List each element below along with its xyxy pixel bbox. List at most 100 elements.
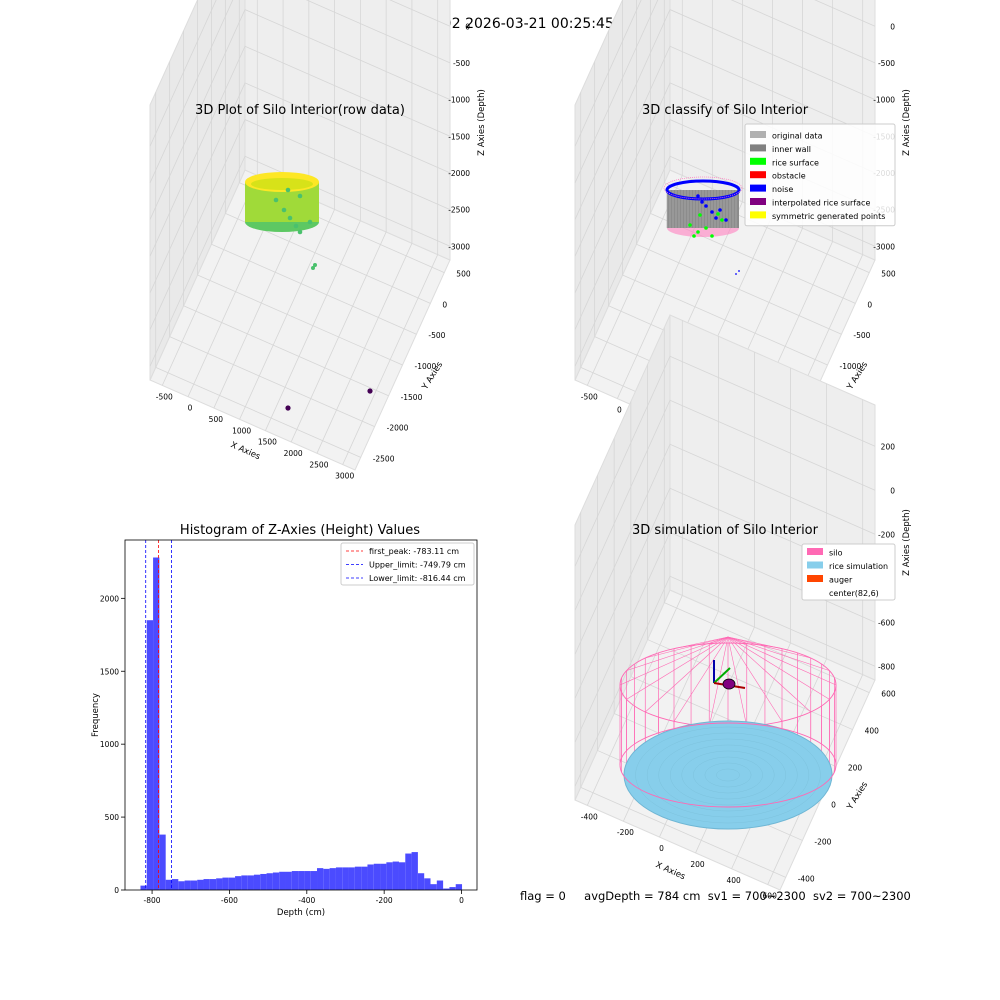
hist-bar	[424, 878, 431, 890]
p1-point	[273, 197, 279, 203]
p1-point	[313, 263, 317, 267]
p4-xtick-label: 200	[690, 860, 705, 869]
hist-bar	[443, 888, 450, 890]
p2-legend-swatch	[750, 157, 766, 165]
hist-bar	[235, 876, 242, 890]
hist-bar	[348, 867, 355, 890]
p2-ygrid	[622, 274, 828, 366]
hist-xtick-label: -800	[144, 896, 161, 905]
p2-noise-point	[735, 273, 737, 275]
p2-zgrid	[574, 0, 876, 147]
hist-bar	[159, 834, 166, 890]
p2-rice-point	[688, 223, 692, 227]
p1-ztick-label: -1000	[448, 96, 470, 105]
p4-xtick-label: -200	[617, 828, 634, 837]
hist-bar	[247, 875, 254, 890]
p4-xtick-label: 400	[726, 876, 741, 885]
p2-noise-point	[718, 208, 722, 212]
hist-bar	[455, 884, 463, 890]
p2-noise-point	[710, 210, 714, 214]
p1-xtick-label: 500	[209, 415, 224, 424]
p2-noise-point	[724, 218, 728, 222]
p2-zlabel: Z Axies (Depth)	[902, 89, 912, 156]
p4-silo-roof-wire	[645, 636, 729, 659]
p4-xtick-label: 0	[659, 844, 664, 853]
p4-legend-swatch	[807, 561, 823, 569]
hist-bar	[449, 887, 456, 890]
hist-bar	[197, 879, 204, 890]
p4-rice-grid	[646, 732, 810, 818]
hist-bar	[153, 557, 160, 890]
p1-zgrid	[149, 82, 451, 294]
p2-legend-swatch	[750, 171, 766, 179]
hist-bar	[329, 868, 336, 890]
p2-noise-point	[714, 216, 718, 220]
p4-silo-roof-wire	[626, 636, 729, 671]
hist-legend-label: first_peak: -783.11 cm	[369, 547, 459, 556]
hist-axes-frame	[124, 539, 478, 891]
hist-bar	[140, 885, 147, 890]
stats-line: flag = 0 avgDepth = 784 cm sv1 = 700~230…	[520, 889, 911, 903]
p4-ytick-label: -200	[814, 837, 831, 846]
p2-ytick-label: 0	[867, 300, 872, 309]
p4-silo-roof-wire	[708, 636, 729, 727]
hist-bar	[253, 874, 261, 890]
p1-zlabel: Z Axies (Depth)	[477, 89, 487, 156]
hist-bar	[430, 884, 437, 890]
p2-rice-point	[716, 212, 720, 216]
p4-ygrid	[664, 602, 870, 693]
hist-bar	[266, 873, 273, 890]
p2-symmetric-ring-top	[663, 176, 743, 200]
p4-legend	[801, 543, 896, 601]
hist-bar	[279, 871, 286, 890]
p2-rice-point	[692, 234, 696, 238]
p1-ztick-label: 0	[465, 22, 470, 31]
p1-ytick-label: -2000	[387, 424, 409, 433]
p1-zgrid	[149, 45, 451, 257]
p2-zgrid	[574, 0, 876, 184]
p4-ygrid	[647, 639, 853, 730]
p2-noise-point	[704, 204, 708, 208]
hist-bar	[298, 871, 305, 890]
hist-ytick-label: 0	[114, 886, 119, 895]
p1-xtick-label: 0	[188, 404, 193, 413]
hist-bar	[354, 866, 362, 890]
p4-ztick-label: -200	[878, 530, 895, 539]
p4-xlabel: X Axies	[654, 860, 687, 882]
hist-bar	[272, 872, 280, 890]
hist-bar	[342, 867, 349, 890]
p4-legend-label: center(82,6)	[829, 589, 879, 598]
hist-ylabel: Frequency	[91, 693, 101, 737]
p1-ytick-label: -1500	[401, 393, 423, 402]
p1-point	[281, 207, 287, 213]
p2-legend-label: interpolated rice surface	[772, 199, 870, 208]
hist-ytick-label: 1000	[100, 740, 119, 749]
p4-rice-grid	[704, 762, 752, 788]
hist-bar	[361, 866, 368, 890]
p4-rice-grid	[670, 744, 786, 806]
p1-xtick-label: 2000	[284, 449, 303, 458]
p4-ytick-label: -400	[798, 874, 815, 883]
p2-ytick-label: -500	[853, 331, 870, 340]
hist-legend-label: Upper_limit: -749.79 cm	[369, 561, 466, 570]
p2-legend-swatch	[750, 211, 766, 219]
p2-ztick-label: -1000	[873, 96, 895, 105]
p4-zgrid	[574, 575, 876, 787]
hist-bar	[373, 863, 381, 890]
hist-ytick-label: 1500	[100, 667, 119, 676]
hist-bar	[216, 878, 223, 890]
p2-rice-point	[710, 234, 714, 238]
hist-bar	[310, 871, 318, 890]
p2-rice-point	[720, 218, 724, 222]
p2-zgrid	[574, 9, 876, 220]
p2-noise-point	[738, 270, 740, 272]
p1-ytick-label: -2500	[373, 454, 395, 463]
p4-rice-grid	[635, 726, 821, 824]
p4-silo-roof-wire	[626, 636, 729, 700]
p4-auger	[722, 678, 736, 690]
p1-ztick-label: -2500	[448, 206, 470, 215]
hist-bar	[184, 880, 191, 890]
panel-simulation-3d: -400 -200 0 200 400 600 600 400 200 0 -200 -400 200 0…	[574, 314, 912, 901]
hist-bar	[222, 877, 229, 890]
